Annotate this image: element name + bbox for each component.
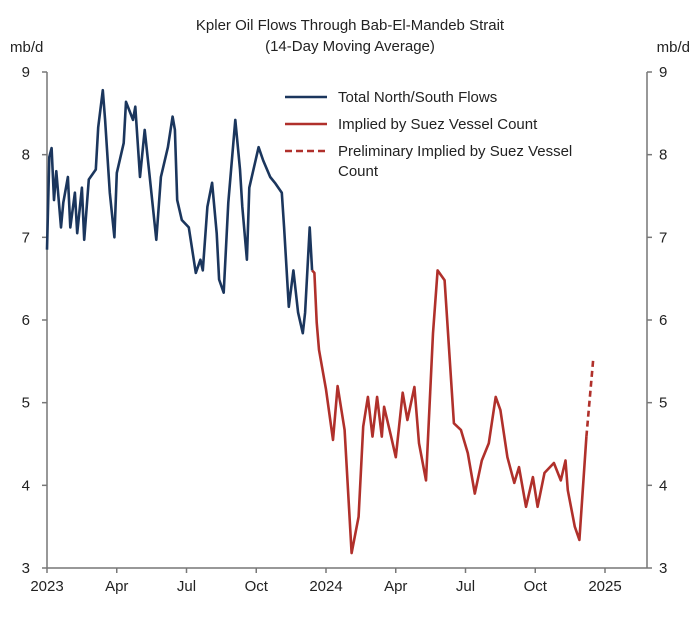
series-line-implied-suez bbox=[311, 269, 588, 555]
legend-label: Implied by Suez Vessel Count bbox=[338, 116, 538, 133]
y-axis-label-right: mb/d bbox=[657, 39, 690, 56]
y-tick-label-right: 4 bbox=[659, 477, 667, 494]
y-tick-label-left: 3 bbox=[22, 560, 30, 577]
y-tick-label-left: 6 bbox=[22, 312, 30, 329]
y-tick-label-left: 4 bbox=[22, 477, 30, 494]
y-tick-label-right: 3 bbox=[659, 560, 667, 577]
series-line-preliminary-implied-suez bbox=[585, 357, 595, 437]
legend: Total North/South Flows Implied by Suez V… bbox=[285, 89, 572, 180]
y-tick-label-left: 9 bbox=[22, 64, 30, 81]
x-tick-label: Jul bbox=[177, 578, 196, 595]
y-tick-label-right: 7 bbox=[659, 229, 667, 246]
y-tick-label-right: 8 bbox=[659, 147, 667, 164]
y-tick-label-left: 5 bbox=[22, 395, 30, 412]
y-tick-label-left: 7 bbox=[22, 229, 30, 246]
x-tick-label: 2024 bbox=[309, 578, 342, 595]
series-line-total-flows bbox=[45, 88, 314, 335]
y-tick-label-right: 6 bbox=[659, 312, 667, 329]
series-lines bbox=[45, 88, 595, 555]
chart-title: Kpler Oil Flows Through Bab-El-Mandeb St… bbox=[196, 17, 505, 34]
x-tick-label: Oct bbox=[524, 578, 548, 595]
axes: 3 3 4 4 5 5 6 6 7 7 8 8 9 9 2023 Apr Jul Oct 2024 Apr Jul Oct… bbox=[22, 64, 668, 595]
legend-label: Preliminary Implied by Suez Vessel bbox=[338, 143, 572, 160]
chart-subtitle: (14-Day Moving Average) bbox=[265, 38, 435, 55]
legend-label: Count bbox=[338, 163, 379, 180]
x-tick-label: Apr bbox=[105, 578, 128, 595]
y-axis-label-left: mb/d bbox=[10, 39, 43, 56]
x-tick-label: 2025 bbox=[588, 578, 621, 595]
y-tick-label-right: 5 bbox=[659, 395, 667, 412]
x-tick-label: Oct bbox=[245, 578, 269, 595]
x-tick-label: Apr bbox=[384, 578, 407, 595]
x-tick-label: 2023 bbox=[30, 578, 63, 595]
y-tick-label-right: 9 bbox=[659, 64, 667, 81]
legend-label: Total North/South Flows bbox=[338, 89, 497, 106]
x-tick-label: Jul bbox=[456, 578, 475, 595]
y-tick-label-left: 8 bbox=[22, 147, 30, 164]
